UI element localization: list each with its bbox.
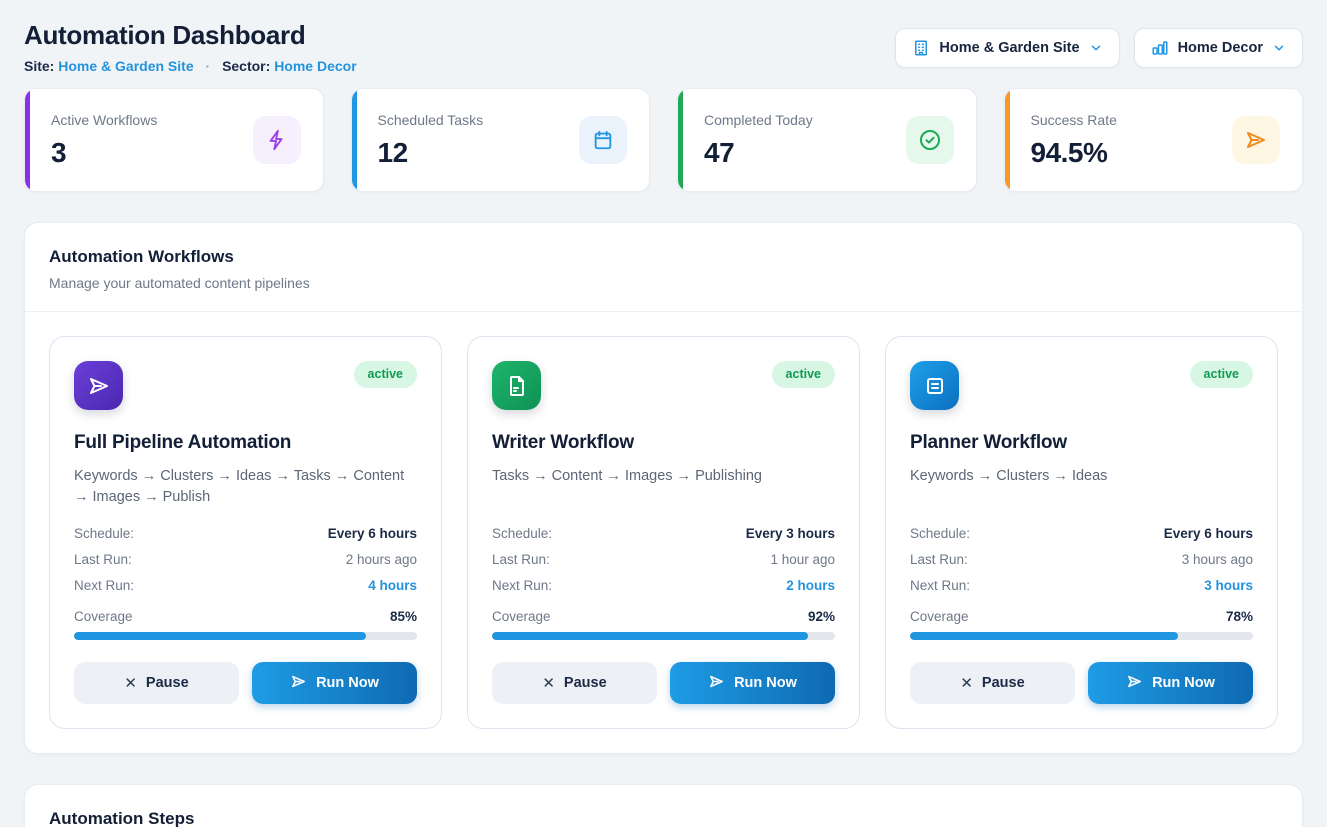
page-header: Automation Dashboard Site: Home & Garden… [24, 20, 1303, 74]
coverage-fill [492, 632, 808, 640]
separator-dot: · [205, 58, 211, 74]
stat-card-completed-today: Completed Today 47 [677, 88, 977, 192]
stat-value: 12 [377, 136, 409, 168]
schedule-label: Schedule: [492, 526, 553, 541]
workflows-subtitle: Manage your automated content pipelines [49, 275, 310, 291]
next-run-value: 3 hours [1204, 578, 1253, 593]
close-icon: ✕ [124, 675, 137, 693]
workflow-name: Writer Workflow [492, 432, 634, 453]
coverage-label: Coverage [492, 609, 551, 624]
next-run-label: Next Run: [910, 578, 971, 593]
workflow-name: Full Pipeline Automation [74, 432, 292, 453]
send-icon [1232, 116, 1280, 164]
stat-value: 3 [51, 136, 67, 168]
stat-label: Success Rate [1030, 111, 1117, 128]
coverage-label: Coverage [74, 609, 133, 625]
send-icon [74, 361, 123, 410]
page-title: Automation Dashboard [24, 20, 306, 50]
send-icon [1126, 673, 1143, 694]
schedule-value: Every 6 hours [1163, 526, 1253, 541]
chevron-down-icon [1272, 41, 1286, 55]
coverage-bar [74, 632, 417, 641]
steps-title: Automation Steps [49, 809, 195, 827]
run-now-button[interactable]: Run Now [1088, 662, 1253, 704]
accent-bar [1004, 89, 1010, 191]
schedule-value: Every 6 hours [327, 526, 417, 542]
list-icon [910, 361, 959, 410]
sector-dropdown[interactable]: Home Decor [1133, 28, 1303, 68]
last-run-label: Last Run: [74, 552, 132, 568]
schedule-label: Schedule: [910, 526, 971, 541]
stat-card-active-workflows: Active Workflows 3 [24, 88, 324, 192]
check-circle-icon [905, 116, 954, 164]
coverage-bar [910, 632, 1253, 640]
coverage-percent: 85% [389, 609, 417, 625]
pause-button[interactable]: ✕ Pause [910, 662, 1075, 704]
site-dropdown-label: Home & Garden Site [939, 40, 1080, 56]
sector-label: Sector: [222, 58, 271, 74]
stats-row: Active Workflows 3 Scheduled Tasks 12 Co… [24, 88, 1303, 192]
chevron-down-icon [1089, 41, 1103, 55]
accent-bar [25, 89, 30, 191]
stat-card-scheduled-tasks: Scheduled Tasks 12 [350, 88, 650, 192]
site-dropdown[interactable]: Home & Garden Site [895, 28, 1120, 68]
automation-workflows-panel: Automation Workflows Manage your automat… [24, 222, 1303, 755]
pause-button[interactable]: ✕ Pause [74, 662, 239, 705]
site-label: Site: [24, 58, 55, 74]
next-run-value: 2 hours [786, 578, 835, 593]
next-run-label: Next Run: [74, 578, 135, 594]
building-icon [912, 39, 930, 57]
stat-label: Completed Today [704, 111, 813, 128]
sector-dropdown-label: Home Decor [1177, 40, 1263, 56]
stat-value: 94.5% [1030, 136, 1108, 168]
schedule-value: Every 3 hours [745, 526, 835, 541]
coverage-fill [74, 632, 366, 641]
stat-value: 47 [704, 136, 735, 168]
stat-label: Scheduled Tasks [377, 111, 484, 128]
accent-bar [678, 89, 683, 191]
automation-steps-panel: Automation Steps Configure which steps a… [24, 784, 1303, 827]
close-icon: ✕ [960, 675, 973, 692]
status-badge: active [771, 361, 835, 388]
close-icon: ✕ [542, 675, 555, 692]
workflow-card-full-pipeline: active Full Pipeline Automation Keywords… [49, 336, 442, 730]
document-icon [492, 361, 541, 410]
last-run-value: 2 hours ago [345, 552, 417, 568]
last-run-label: Last Run: [492, 552, 550, 567]
send-icon [290, 673, 307, 694]
sector-link[interactable]: Home Decor [274, 58, 357, 74]
run-now-button[interactable]: Run Now [252, 662, 417, 705]
coverage-label: Coverage [910, 609, 969, 624]
breadcrumb: Site: Home & Garden Site · Sector: Home … [24, 58, 357, 74]
last-run-value: 1 hour ago [770, 552, 835, 567]
workflow-pipeline: Tasks → Content → Images → Publishing [492, 468, 762, 484]
calendar-icon [579, 116, 627, 164]
last-run-value: 3 hours ago [1181, 552, 1253, 567]
accent-bar [351, 89, 357, 191]
coverage-percent: 92% [807, 609, 835, 624]
run-now-button[interactable]: Run Now [670, 662, 835, 704]
workflows-title: Automation Workflows [49, 247, 234, 266]
workflow-pipeline: Keywords → Clusters → Ideas → Tasks → Co… [74, 468, 405, 506]
lightning-icon [252, 116, 301, 164]
site-link[interactable]: Home & Garden Site [58, 58, 194, 74]
coverage-fill [910, 632, 1178, 640]
send-icon [708, 673, 725, 694]
next-run-label: Next Run: [492, 578, 553, 593]
status-badge: active [353, 361, 417, 388]
status-badge: active [1189, 361, 1253, 388]
workflow-card-planner: active Planner Workflow Keywords → Clust… [885, 336, 1278, 730]
stat-card-success-rate: Success Rate 94.5% [1003, 88, 1303, 192]
stat-label: Active Workflows [51, 111, 158, 128]
last-run-label: Last Run: [910, 552, 968, 567]
bar-chart-icon [1151, 39, 1169, 57]
workflow-name: Planner Workflow [910, 432, 1067, 453]
workflow-pipeline: Keywords → Clusters → Ideas [910, 468, 1108, 484]
pause-button[interactable]: ✕ Pause [492, 662, 657, 704]
coverage-percent: 78% [1225, 609, 1253, 624]
coverage-bar [492, 632, 835, 640]
next-run-value: 4 hours [368, 578, 417, 594]
workflow-card-writer: active Writer Workflow Tasks → Content →… [467, 336, 860, 730]
schedule-label: Schedule: [74, 526, 135, 542]
